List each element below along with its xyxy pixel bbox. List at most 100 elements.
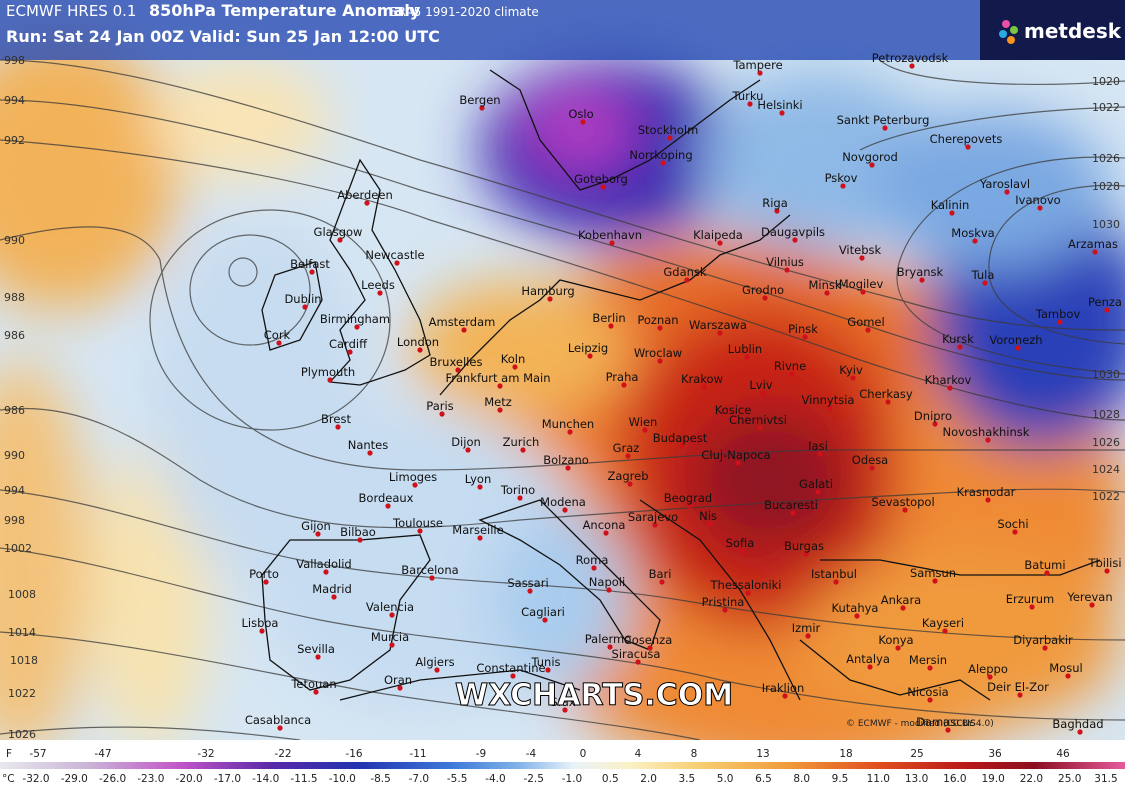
city-dot — [337, 237, 343, 243]
city-label: Roma — [576, 553, 609, 567]
city-dot — [919, 277, 925, 283]
city-dot — [757, 70, 763, 76]
city-dot — [389, 642, 395, 648]
city-label: Nicosia — [907, 685, 948, 699]
city-label: Lublin — [728, 342, 762, 356]
header-model: ECMWF HRES 0.1 — [6, 2, 136, 20]
city-label: Barcelona — [401, 563, 458, 577]
legend-f-label: -57 — [29, 748, 46, 760]
isobar-label: 990 — [4, 234, 25, 247]
city-label: Tambov — [1035, 307, 1081, 321]
city-label: Bari — [649, 567, 672, 581]
city-dot — [985, 497, 991, 503]
city-label: Cardiff — [329, 337, 368, 351]
legend-f-label: -22 — [274, 748, 291, 760]
city-label: Helsinki — [757, 98, 802, 112]
city-label: Aleppo — [968, 662, 1008, 676]
city-dot — [687, 503, 693, 509]
city-label: Kayseri — [922, 616, 964, 630]
city-label: Sfax — [550, 695, 575, 709]
city-dot — [580, 119, 586, 125]
city-dot — [315, 531, 321, 537]
city-label: Tampere — [732, 58, 782, 72]
legend-c-label: -4.0 — [485, 773, 506, 785]
city-dot — [927, 665, 933, 671]
legend-c-label: -1.0 — [562, 773, 583, 785]
city-label: Toulouse — [392, 516, 443, 530]
legend-c-label: -32.0 — [22, 773, 49, 785]
city-dot — [1092, 249, 1098, 255]
city-label: Porto — [249, 567, 279, 581]
city-dot — [732, 415, 738, 421]
city-label: Krakow — [681, 372, 723, 386]
city-label: Metz — [484, 395, 512, 409]
city-dot — [477, 535, 483, 541]
city-label: Nantes — [348, 438, 389, 452]
city-label: Stockholm — [638, 123, 699, 137]
city-dot — [701, 384, 707, 390]
city-dot — [608, 323, 614, 329]
legend-c-label: 0.5 — [602, 773, 619, 785]
city-label: Kursk — [942, 332, 974, 346]
city-dot — [607, 644, 613, 650]
legend-c-label: -26.0 — [99, 773, 126, 785]
isobar-label: 992 — [4, 134, 25, 147]
legend-c-label: 13.0 — [905, 773, 928, 785]
city-label: Turku — [732, 89, 764, 103]
city-dot — [747, 101, 753, 107]
city-dot — [517, 495, 523, 501]
city-dot — [315, 654, 321, 660]
city-dot — [1017, 692, 1023, 698]
city-label: Gijon — [301, 519, 331, 533]
city-label: Mogilev — [839, 277, 884, 291]
city-label: Antalya — [846, 652, 890, 666]
city-label: Erzurum — [1006, 592, 1055, 606]
city-dot — [635, 659, 641, 665]
city-label: Oran — [384, 673, 412, 687]
city-label: Moskva — [951, 226, 994, 240]
city-label: Cork — [264, 328, 291, 342]
city-dot — [827, 405, 833, 411]
city-dot — [885, 399, 891, 405]
city-dot — [895, 645, 901, 651]
legend-c-label: -17.0 — [214, 773, 241, 785]
city-dot — [717, 330, 723, 336]
city-label: Torino — [500, 483, 535, 497]
city-label: Sofia — [726, 536, 755, 550]
city-dot — [789, 371, 795, 377]
city-label: Bordeaux — [359, 491, 414, 505]
city-label: Valencia — [366, 600, 414, 614]
legend-f-unit: F — [6, 748, 12, 760]
legend-f-label: -16 — [345, 748, 362, 760]
isobar-label: 1028 — [1092, 408, 1120, 421]
city-label: Samsun — [910, 566, 956, 580]
city-dot — [335, 424, 341, 430]
city-dot — [603, 530, 609, 536]
city-label: Mosul — [1049, 661, 1082, 675]
city-label: Napoli — [589, 575, 625, 589]
city-dot — [667, 135, 673, 141]
city-dot — [942, 628, 948, 634]
city-label: Ivanovo — [1015, 193, 1060, 207]
city-dot — [657, 358, 663, 364]
city-dot — [1044, 570, 1050, 576]
city-dot — [854, 613, 860, 619]
city-dot — [527, 588, 533, 594]
city-label: Diyarbakir — [1013, 633, 1073, 647]
isobar-label: 1008 — [8, 588, 36, 601]
isobar-label: 994 — [4, 484, 25, 497]
city-dot — [625, 453, 631, 459]
city-label: Ancona — [583, 518, 626, 532]
city-dot — [859, 255, 865, 261]
city-dot — [932, 421, 938, 427]
legend-c-label: 11.0 — [867, 773, 890, 785]
legend-f-label: -11 — [409, 748, 426, 760]
city-dot — [434, 667, 440, 673]
city-dot — [600, 184, 606, 190]
city-dot — [591, 565, 597, 571]
city-dot — [477, 484, 483, 490]
isobar-label: 1026 — [1092, 152, 1120, 165]
legend-c-label: -29.0 — [61, 773, 88, 785]
legend-c-label: -11.5 — [290, 773, 317, 785]
